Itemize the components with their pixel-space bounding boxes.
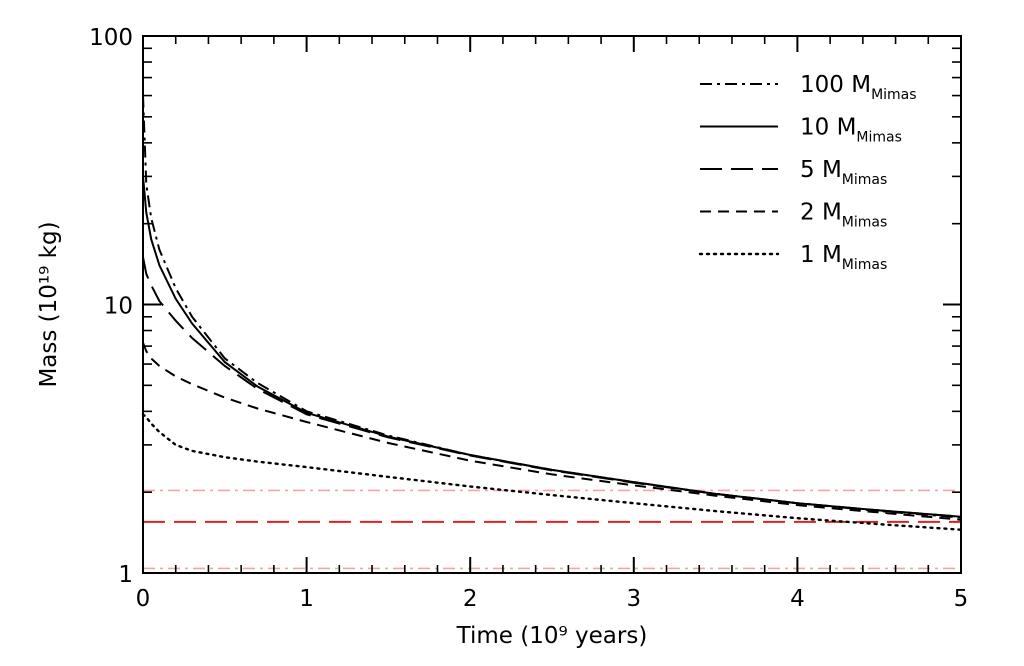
legend-label-3: 5 MMimas — [800, 157, 887, 188]
reference-lines — [143, 489, 961, 570]
series-line-3 — [142, 257, 962, 518]
x-axis-label: Time (10⁹ years) — [456, 623, 648, 649]
legend-label-4: 2 MMimas — [800, 200, 887, 231]
legend-label-1: 100 MMimas — [800, 72, 917, 103]
y-tick-label: 100 — [89, 25, 133, 51]
x-tick-label: 2 — [463, 586, 478, 612]
y-tick-label: 10 — [104, 294, 133, 320]
x-tick-label: 0 — [136, 586, 151, 612]
series-line-5 — [141, 413, 963, 531]
legend-label-2: 10 MMimas — [800, 115, 902, 146]
series-line-2 — [142, 176, 962, 518]
series-layer — [141, 95, 963, 531]
x-tick-label: 5 — [954, 586, 969, 612]
legend-label-5: 1 MMimas — [800, 242, 887, 273]
legend: 100 MMimas 10 MMimas 5 MMimas 2 MMimas 1 MMi… — [698, 72, 917, 273]
ticks-layer — [142, 35, 962, 574]
x-tick-label: 4 — [790, 586, 805, 612]
x-tick-label: 3 — [626, 586, 641, 612]
x-tick-label: 1 — [299, 586, 314, 612]
series-line-4 — [142, 342, 962, 521]
y-axis-label: Mass (10¹⁹ kg) — [36, 221, 62, 387]
y-tick-label: 1 — [118, 562, 133, 588]
